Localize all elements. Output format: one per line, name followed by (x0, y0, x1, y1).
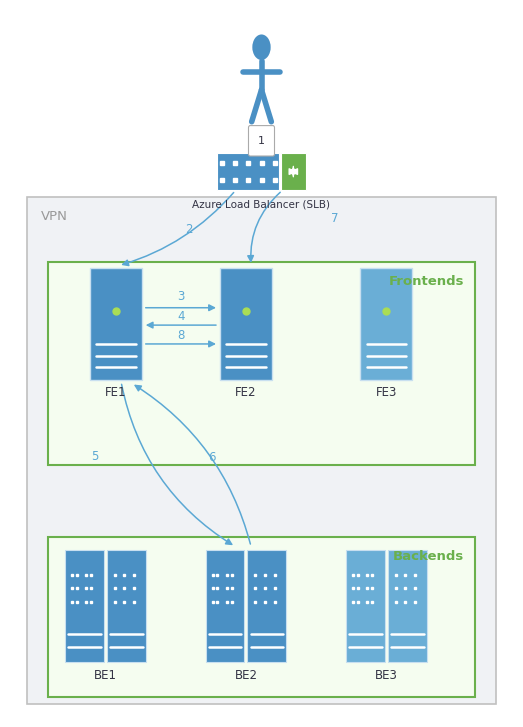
Text: BE2: BE2 (234, 669, 257, 681)
FancyBboxPatch shape (220, 268, 272, 379)
FancyBboxPatch shape (107, 550, 146, 662)
Text: Backends: Backends (393, 550, 464, 563)
FancyBboxPatch shape (247, 550, 286, 662)
FancyBboxPatch shape (27, 197, 496, 704)
Text: 7: 7 (331, 212, 338, 225)
FancyBboxPatch shape (217, 153, 279, 190)
FancyBboxPatch shape (281, 153, 306, 190)
FancyBboxPatch shape (360, 268, 412, 379)
Text: VPN: VPN (40, 210, 67, 223)
FancyBboxPatch shape (48, 262, 475, 465)
Text: FE1: FE1 (105, 386, 127, 399)
Text: BE1: BE1 (94, 669, 117, 681)
FancyBboxPatch shape (65, 550, 104, 662)
Text: 5: 5 (92, 451, 99, 463)
FancyBboxPatch shape (248, 126, 275, 156)
Text: 1: 1 (258, 136, 265, 146)
Text: FE2: FE2 (235, 386, 257, 399)
FancyBboxPatch shape (388, 550, 427, 662)
Text: Azure Load Balancer (SLB): Azure Load Balancer (SLB) (192, 199, 331, 209)
Text: 4: 4 (177, 310, 185, 323)
FancyBboxPatch shape (346, 550, 385, 662)
Circle shape (252, 34, 271, 60)
FancyBboxPatch shape (206, 550, 244, 662)
Text: 2: 2 (185, 223, 192, 236)
Text: BE3: BE3 (375, 669, 398, 681)
Text: FE3: FE3 (376, 386, 397, 399)
Text: 8: 8 (177, 329, 185, 342)
Text: 6: 6 (208, 451, 216, 464)
Text: 3: 3 (177, 289, 185, 302)
FancyBboxPatch shape (48, 537, 475, 696)
Text: Frontends: Frontends (389, 275, 464, 288)
FancyBboxPatch shape (90, 268, 142, 379)
